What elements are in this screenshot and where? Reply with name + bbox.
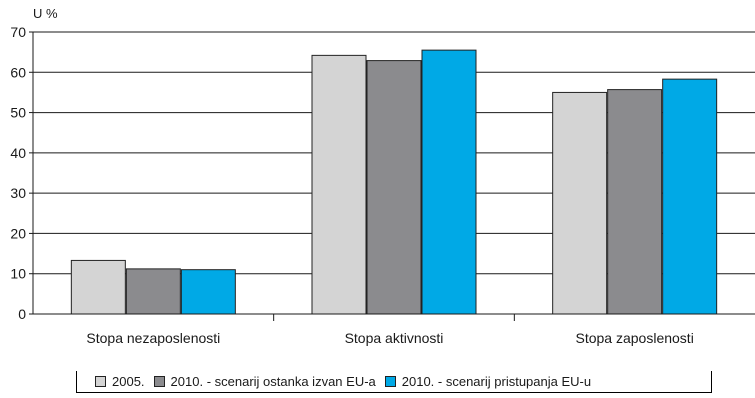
legend-label-2010-eu-accession: 2010. - scenarij pristupanja EU-u	[401, 374, 592, 389]
bar	[552, 91, 608, 315]
y-axis-label: U %	[33, 6, 58, 21]
y-axis-ticks: 0 10 20 30 40 50 60 70	[10, 24, 33, 322]
bar	[311, 54, 367, 315]
bars	[70, 49, 718, 315]
y-tick-label: 10	[10, 266, 26, 282]
x-tick-label: Stopa aktivnosti	[345, 330, 444, 346]
legend-label-2010-outside-eu: 2010. - scenarij ostanka izvan EU-a	[170, 374, 376, 389]
axes	[32, 32, 755, 321]
y-tick-label: 60	[10, 64, 26, 80]
legend-swatch-2010-eu-accession	[384, 376, 396, 387]
bar	[70, 259, 126, 315]
y-tick-label: 20	[10, 225, 26, 241]
x-tick-label: Stopa nezaposlenosti	[86, 330, 220, 346]
x-axis-labels: Stopa nezaposlenosti Stopa aktivnosti Stop…	[86, 330, 693, 346]
y-tick-label: 40	[10, 145, 26, 161]
legend-item-2005: 2005.	[95, 374, 145, 389]
legend-swatch-2010-outside-eu	[153, 376, 165, 387]
bar	[421, 49, 477, 315]
legend-label-2005: 2005.	[112, 374, 145, 389]
bar	[662, 78, 718, 315]
legend-item-2010-eu-accession: 2010. - scenarij pristupanja EU-u	[384, 374, 592, 389]
y-tick-label: 70	[10, 24, 26, 40]
legend: 2005. 2010. - scenarij ostanka izvan EU-…	[76, 371, 712, 393]
y-tick-label: 0	[18, 306, 26, 322]
legend-swatch-2005	[95, 376, 106, 387]
legend-item-2010-outside-eu: 2010. - scenarij ostanka izvan EU-a	[153, 374, 376, 389]
x-tick-label: Stopa zaposlenosti	[576, 330, 694, 346]
bar	[125, 268, 181, 315]
y-tick-label: 30	[10, 185, 26, 201]
bar	[366, 60, 422, 315]
bar	[607, 89, 663, 315]
y-tick-label: 50	[10, 105, 26, 121]
bar	[180, 269, 236, 315]
